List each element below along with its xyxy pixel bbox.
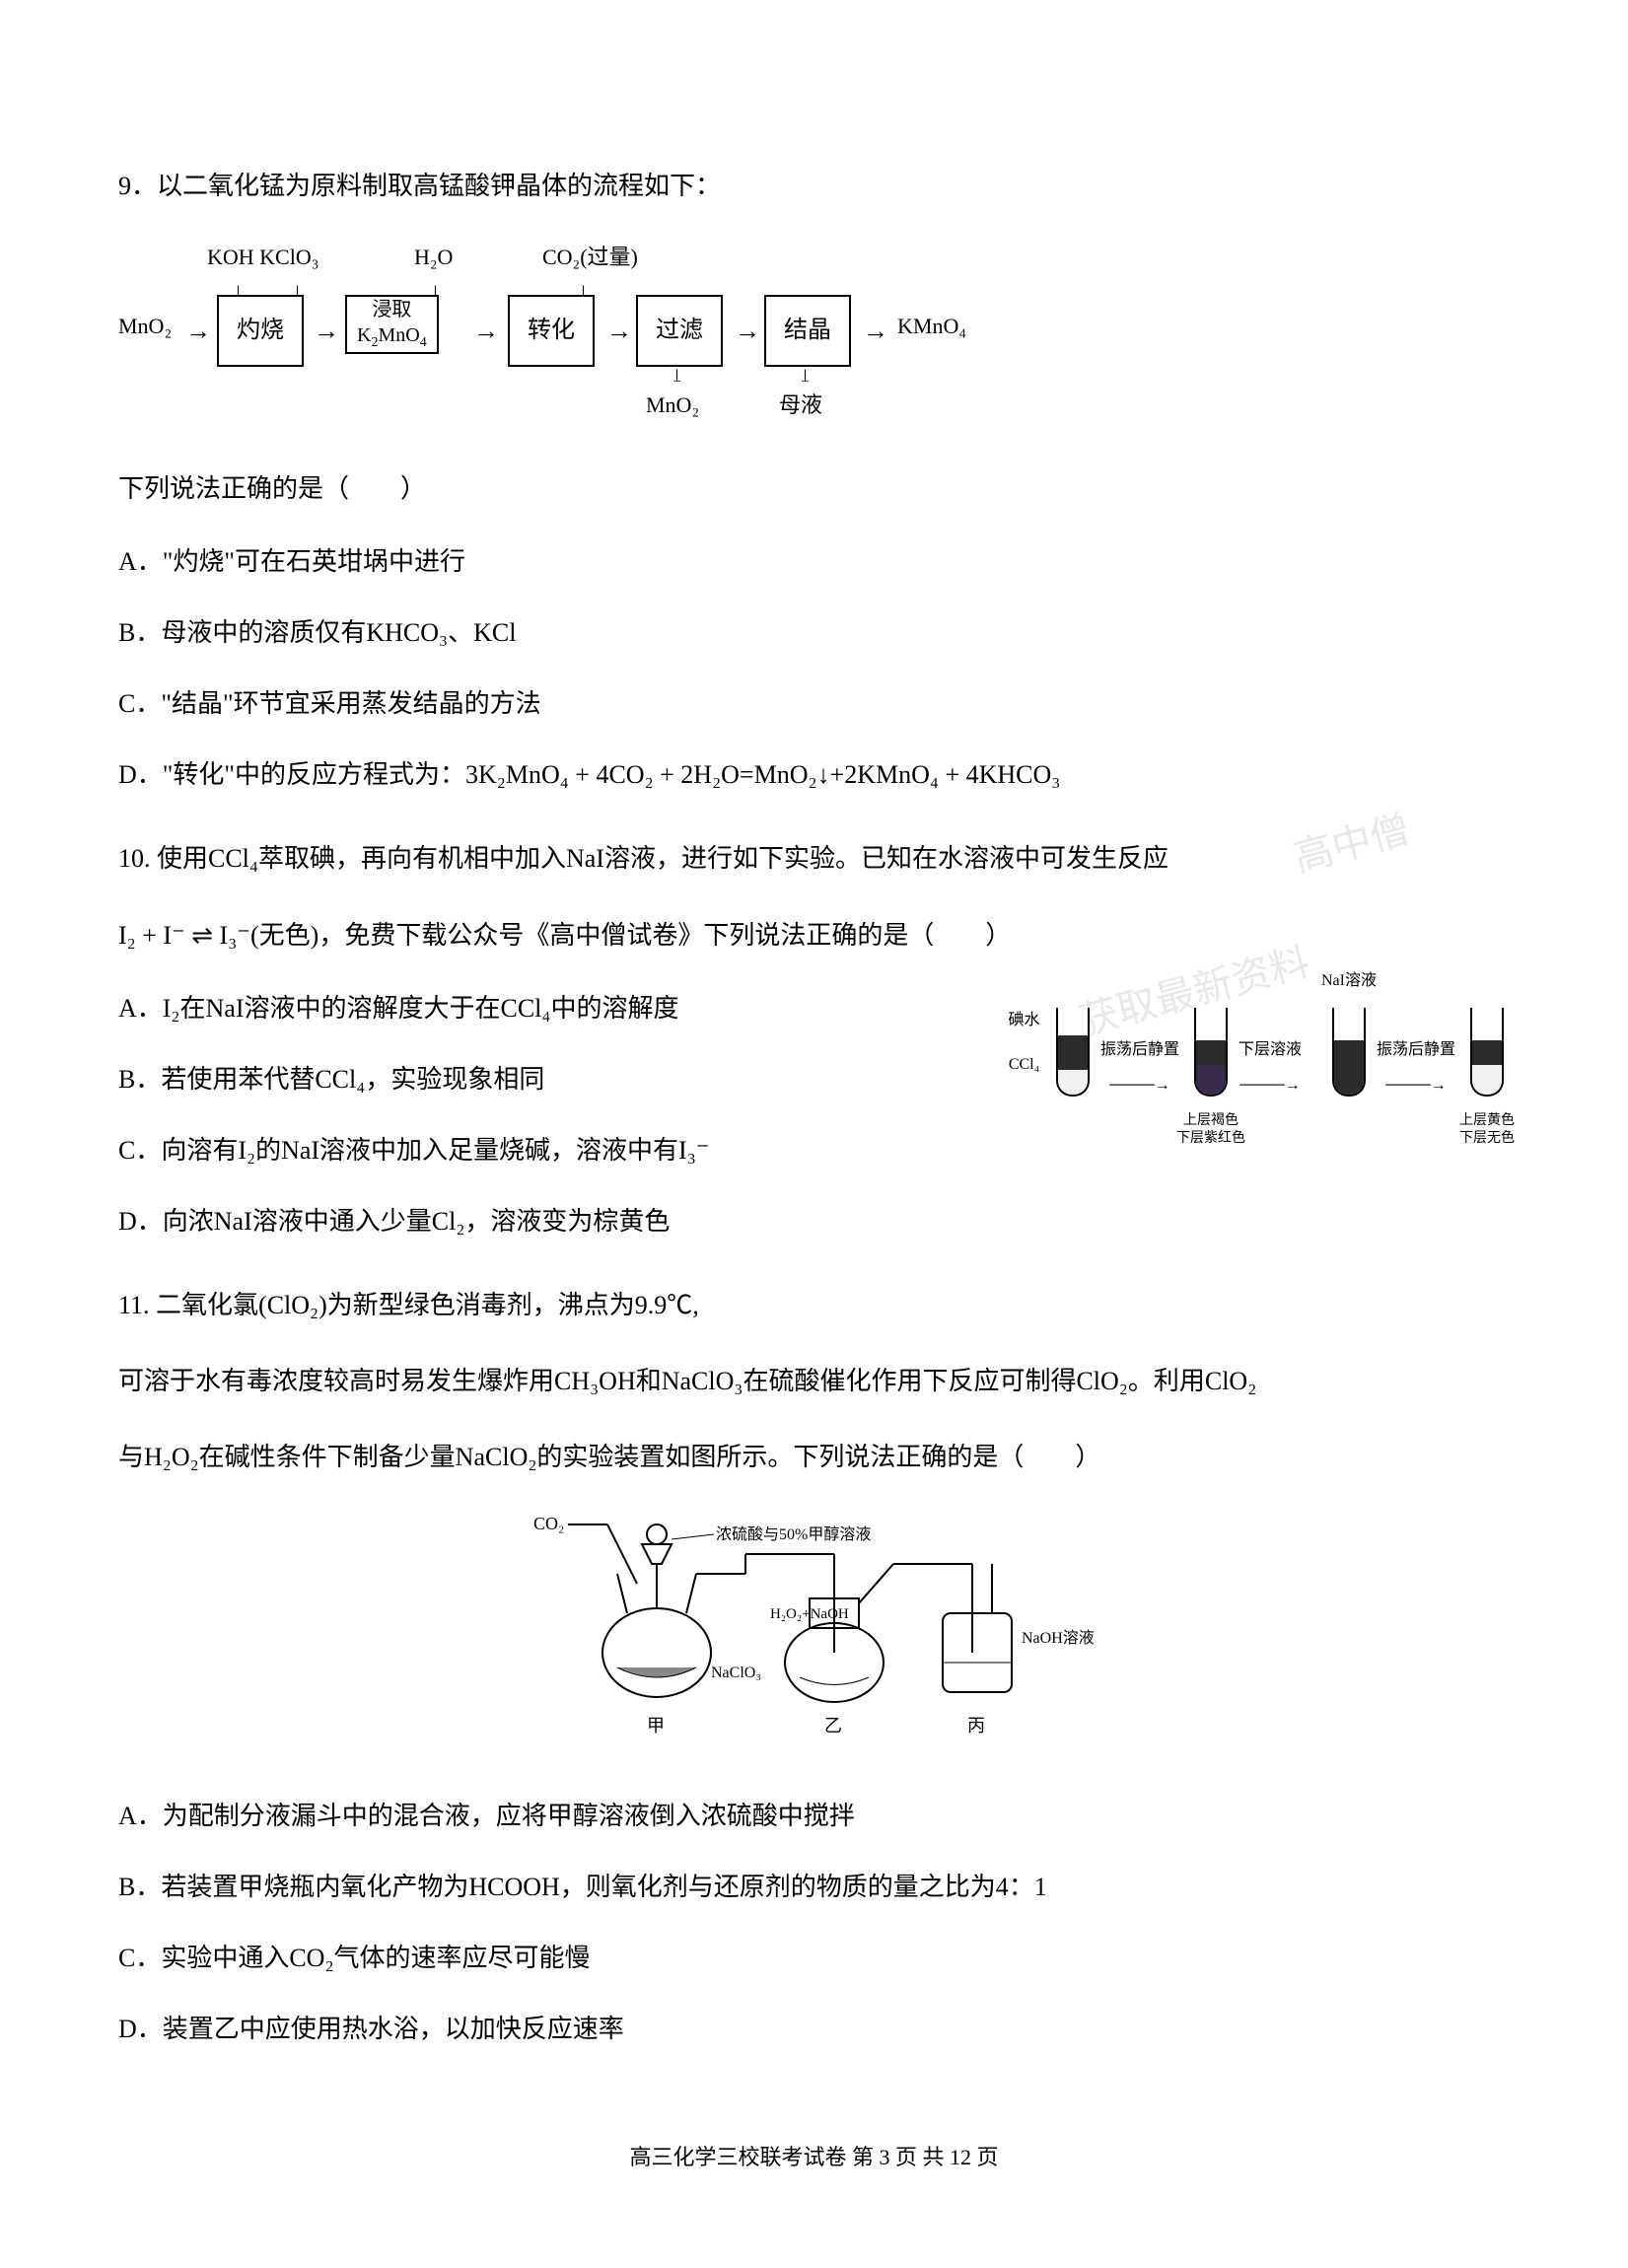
q10-option-d: D．向浓NaI溶液中通入少量Cl₂，溶液变为棕黄色 [118, 1196, 1006, 1247]
tube-arrow-1: 振荡后静置 ────→ [1100, 1032, 1179, 1101]
q11-option-c: C．实验中通入CO₂气体的速率应尽可能慢 [118, 1933, 1510, 1984]
flow-bottom-2: 母液 [779, 382, 822, 429]
q9-stem-cont: 下列说法正确的是（ ） [118, 461, 1510, 517]
q10-option-c: C．向溶有I₂的NaI溶液中加入足量烧碱，溶液中有I₃⁻ [118, 1125, 1006, 1176]
jia-label: 甲 [647, 1716, 665, 1736]
q9-flow-diagram: KOH KClO₃ H₂O CO₂(过量) ↓ ↓ ↓ ↓ MnO₂ → 灼烧 … [118, 234, 1510, 431]
q10-option-b: B．若使用苯代替CCl₄，实验现象相同 [118, 1054, 1006, 1105]
arrow-right-icon: → [863, 303, 888, 359]
q11-stem-3: 与H₂O₂在碱性条件下制备少量NaClO₂的实验装置如图所示。下列说法正确的是（… [118, 1429, 1510, 1485]
q11-option-a: A．为配制分液漏斗中的混合液，应将甲醇溶液倒入浓硫酸中搅拌 [118, 1791, 1510, 1842]
bing-label: 丙 [967, 1716, 985, 1736]
q11-option-b: B．若装置甲烧瓶内氧化产物为HCOOH，则氧化剂与还原剂的物质的量之比为4：1 [118, 1862, 1510, 1913]
flow-node-2: 浸取 K2MnO4 [345, 295, 439, 354]
q10-stem-2: I₂ + I⁻ ⇌ I₃⁻(无色)，免费下载公众号《高中僧试卷》下列说法正确的是… [118, 907, 1510, 963]
naoh-label: NaOH溶液 [1022, 1629, 1095, 1647]
flow-node-1: 灼烧 [217, 295, 304, 367]
co2-label: CO₂ [533, 1514, 564, 1533]
q9-option-c: C．"结晶"环节宜采用蒸发结晶的方法 [118, 678, 1510, 730]
q9-options: A．"灼烧"可在石英坩埚中进行 B．母液中的溶质仅有KHCO₃、KCl C．"结… [118, 536, 1510, 801]
tube1-label-top: 碘水 [997, 1003, 1051, 1037]
yi-label: 乙 [824, 1716, 842, 1736]
apparatus-svg: CO₂ 浓硫酸与50%甲醇溶液 NaClO₃ 甲 H₂O₂+NaOH 乙 [519, 1505, 1110, 1761]
arrow-right-icon: → [606, 303, 632, 359]
page-footer: 高三化学三校联考试卷 第 3 页 共 12 页 [118, 2134, 1510, 2181]
naclo3-label: NaClO₃ [711, 1665, 761, 1681]
tube-arrow-3: 振荡后静置 ────→ [1377, 1032, 1455, 1101]
arrow-right-icon: → [314, 303, 339, 359]
test-tube-1: 碘水 CCl₄ [1056, 1008, 1090, 1097]
flow-output: KMnO₄ [897, 303, 966, 350]
q10-container: 高中僧 10. 使用CCl₄萃取碘，再向有机相中加入NaI溶液，进行如下实验。已… [118, 830, 1510, 1246]
arrow-right-icon: → [473, 303, 499, 359]
tube-arrow-2: 下层溶液 ────→ [1239, 1032, 1302, 1101]
q9-option-a: A．"灼烧"可在石英坩埚中进行 [118, 536, 1510, 588]
q11-stem-1: 11. 二氧化氯(ClO₂)为新型绿色消毒剂，沸点为9.9℃, [118, 1277, 1510, 1333]
arrow-right-icon: → [185, 303, 211, 359]
tube1-label-bottom: CCl₄ [997, 1047, 1051, 1082]
test-tube-2: 上层褐色 下层紫红色 [1194, 1008, 1228, 1097]
flow-bottom-1: MnO₂ [646, 382, 699, 429]
test-tube-4: 上层黄色 下层无色 [1470, 1008, 1504, 1097]
flow-node-3: 转化 [508, 295, 595, 367]
q11-apparatus-diagram: CO₂ 浓硫酸与50%甲醇溶液 NaClO₃ 甲 H₂O₂+NaOH 乙 [519, 1505, 1110, 1761]
q9-option-d: D．"转化"中的反应方程式为：3K₂MnO₄ + 4CO₂ + 2H₂O=MnO… [118, 749, 1510, 801]
q9-option-b: B．母液中的溶质仅有KHCO₃、KCl [118, 607, 1510, 659]
q10-options: A．I₂在NaI溶液中的溶解度大于在CCl₄中的溶解度 B．若使用苯代替CCl₄… [118, 983, 1006, 1247]
q11-option-d: D．装置乙中应使用热水浴，以加快反应速率 [118, 2004, 1510, 2055]
q9-stem: 9．以二氧化锰为原料制取高锰酸钾晶体的流程如下： [118, 158, 1510, 214]
test-tube-3: NaI溶液 ↓ [1332, 1008, 1366, 1097]
q10-option-a: A．I₂在NaI溶液中的溶解度大于在CCl₄中的溶解度 [118, 983, 1006, 1034]
flow-top-label-3: CO₂(过量) [542, 234, 638, 281]
q10-tube-diagram: 碘水 CCl₄ 振荡后静置 ────→ 上层褐色 下层紫红色 下层溶液 ────… [1056, 958, 1510, 1175]
tube4-label-2: 下层无色 [1428, 1124, 1546, 1155]
arrow-right-icon: → [735, 303, 760, 359]
h2o2-label: H₂O₂+NaOH [770, 1606, 849, 1622]
q11-options: A．为配制分液漏斗中的混合液，应将甲醇溶液倒入浓硫酸中搅拌 B．若装置甲烧瓶内氧… [118, 1791, 1510, 2055]
q11-stem-2: 可溶于水有毒浓度较高时易发生爆炸用CH₃OH和NaClO₃在硫酸催化作用下反应可… [118, 1353, 1510, 1409]
funnel-label: 浓硫酸与50%甲醇溶液 [716, 1525, 871, 1543]
q10-stem-1: 10. 使用CCl₄萃取碘，再向有机相中加入NaI溶液，进行如下实验。已知在水溶… [118, 830, 1510, 886]
tube2-label-2: 下层紫红色 [1152, 1124, 1270, 1155]
flow-input: MnO₂ [118, 303, 172, 350]
